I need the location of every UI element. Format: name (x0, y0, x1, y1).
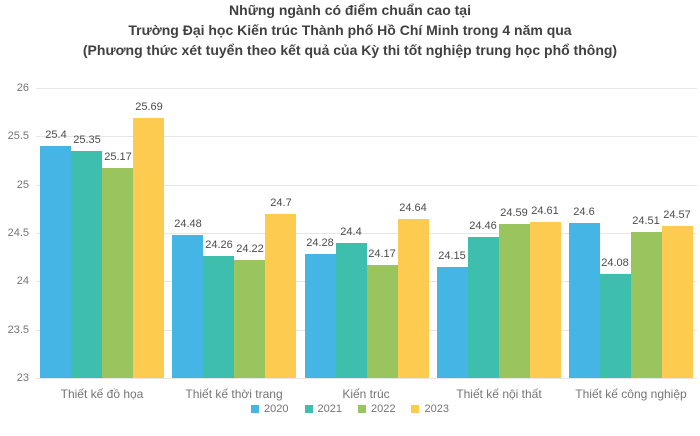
bar-value-label: 24.08 (601, 257, 629, 269)
bar-2022-Thiết kế thời trang[interactable] (234, 260, 265, 378)
bar-value-label: 24.64 (399, 202, 427, 214)
bar-2023-Thiết kế nội thất[interactable] (530, 222, 561, 378)
bar-value-label: 25.69 (135, 101, 163, 113)
bar-2022-Kiến trúc[interactable] (367, 265, 398, 378)
y-axis-tick-23: 23 (16, 372, 29, 384)
gridline-25.5 (36, 136, 697, 137)
bar-value-label: 24.51 (632, 215, 660, 227)
y-axis-tick-25.5: 25.5 (7, 130, 29, 142)
legend-label-2021: 2021 (317, 403, 342, 415)
bar-2022-Thiết kế công nghiệp[interactable] (631, 232, 662, 378)
gridline-26 (36, 88, 697, 89)
bar-2020-Thiết kế đồ họa[interactable] (40, 146, 71, 378)
gridline-23 (36, 378, 697, 379)
x-axis-label-1: Thiết kế đồ họa (60, 387, 144, 401)
bar-value-label: 24.48 (174, 218, 202, 230)
bar-2021-Thiết kế thời trang[interactable] (203, 256, 234, 378)
bar-2022-Thiết kế đồ họa[interactable] (102, 168, 133, 378)
bar-value-label: 24.6 (573, 206, 595, 218)
bar-value-label: 24.4 (340, 226, 362, 238)
bar-2020-Thiết kế công nghiệp[interactable] (569, 223, 600, 378)
bar-value-label: 24.15 (438, 250, 466, 262)
legend-swatch-2020 (251, 405, 260, 413)
bar-2021-Thiết kế công nghiệp[interactable] (600, 274, 631, 378)
bar-value-label: 25.17 (104, 151, 132, 163)
chart-title: Những ngành có điểm chuẩn cao tại Trường… (0, 0, 700, 60)
bar-2021-Kiến trúc[interactable] (336, 243, 367, 378)
chart-title-line2: Trường Đại học Kiến trúc Thành phố Hồ Ch… (128, 22, 572, 38)
bar-value-label: 25.35 (73, 134, 101, 146)
x-axis-label-2: Thiết kế thời trang (185, 387, 283, 401)
legend: 2020 2021 2022 2023 (0, 403, 700, 415)
gridline-25 (36, 185, 697, 186)
y-axis-tick-24.5: 24.5 (7, 227, 29, 239)
legend-item-2021[interactable]: 2021 (304, 403, 342, 415)
bar-2022-Thiết kế nội thất[interactable] (499, 224, 530, 378)
legend-swatch-2022 (358, 405, 366, 413)
bar-value-label: 24.59 (500, 207, 528, 219)
chart-title-line1: Những ngành có điểm chuẩn cao tại (229, 2, 471, 18)
bar-2023-Thiết kế công nghiệp[interactable] (662, 226, 693, 378)
x-axis-label-3: Kiến trúc (342, 387, 390, 401)
legend-swatch-2023 (411, 405, 420, 413)
bar-value-label: 24.57 (663, 209, 691, 221)
bar-value-label: 24.46 (469, 220, 497, 232)
legend-item-2020[interactable]: 2020 (251, 403, 289, 415)
bar-value-label: 25.4 (45, 129, 67, 141)
bar-2021-Thiết kế đồ họa[interactable] (71, 151, 102, 378)
bar-2020-Thiết kế nội thất[interactable] (437, 267, 468, 378)
y-axis-tick-26: 26 (16, 82, 29, 94)
bar-2020-Kiến trúc[interactable] (305, 254, 336, 378)
bar-value-label: 24.22 (236, 243, 264, 255)
legend-item-2023[interactable]: 2023 (411, 403, 449, 415)
bar-value-label: 24.26 (205, 239, 233, 251)
chart-title-line3: (Phương thức xét tuyển theo kết quả của … (82, 42, 618, 58)
legend-label-2022: 2022 (371, 403, 396, 415)
bar-value-label: 24.28 (306, 237, 334, 249)
bar-value-label: 24.7 (270, 197, 292, 209)
bar-2023-Thiết kế thời trang[interactable] (265, 214, 296, 378)
gridline-24.5 (36, 233, 697, 234)
x-axis-label-5: Thiết kế công nghiệp (575, 387, 687, 401)
bar-2023-Thiết kế đồ họa[interactable] (133, 118, 164, 378)
legend-label-2023: 2023 (424, 403, 449, 415)
bar-2021-Thiết kế nội thất[interactable] (468, 237, 499, 378)
legend-swatch-2021 (304, 405, 313, 413)
x-axis-label-4: Thiết kế nội thất (456, 387, 542, 401)
y-axis-tick-23.5: 23.5 (7, 324, 29, 336)
bar-2023-Kiến trúc[interactable] (398, 219, 429, 378)
bar-value-label: 24.17 (368, 248, 396, 260)
y-axis-tick-25: 25 (16, 179, 29, 191)
y-axis-tick-24: 24 (16, 275, 29, 287)
bar-2020-Thiết kế thời trang[interactable] (172, 235, 203, 378)
bar-value-label: 24.61 (531, 205, 559, 217)
legend-item-2022[interactable]: 2022 (358, 403, 395, 415)
legend-label-2020: 2020 (264, 403, 289, 415)
